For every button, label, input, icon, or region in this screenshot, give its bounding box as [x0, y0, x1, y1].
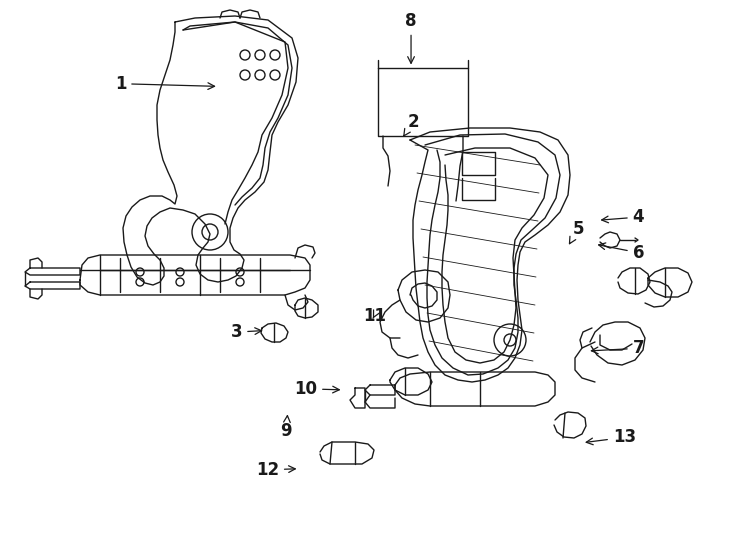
Text: 13: 13: [586, 428, 636, 447]
Text: 11: 11: [363, 307, 386, 325]
Text: 9: 9: [280, 416, 292, 440]
Text: 1: 1: [115, 75, 214, 93]
Text: 5: 5: [570, 220, 584, 244]
Text: 10: 10: [294, 380, 339, 398]
Text: 4: 4: [602, 208, 644, 226]
Text: 3: 3: [230, 323, 261, 341]
Text: 8: 8: [405, 12, 417, 63]
Text: 12: 12: [255, 461, 295, 479]
Text: 6: 6: [599, 243, 644, 262]
Text: 2: 2: [404, 113, 419, 136]
Text: 7: 7: [592, 339, 644, 357]
